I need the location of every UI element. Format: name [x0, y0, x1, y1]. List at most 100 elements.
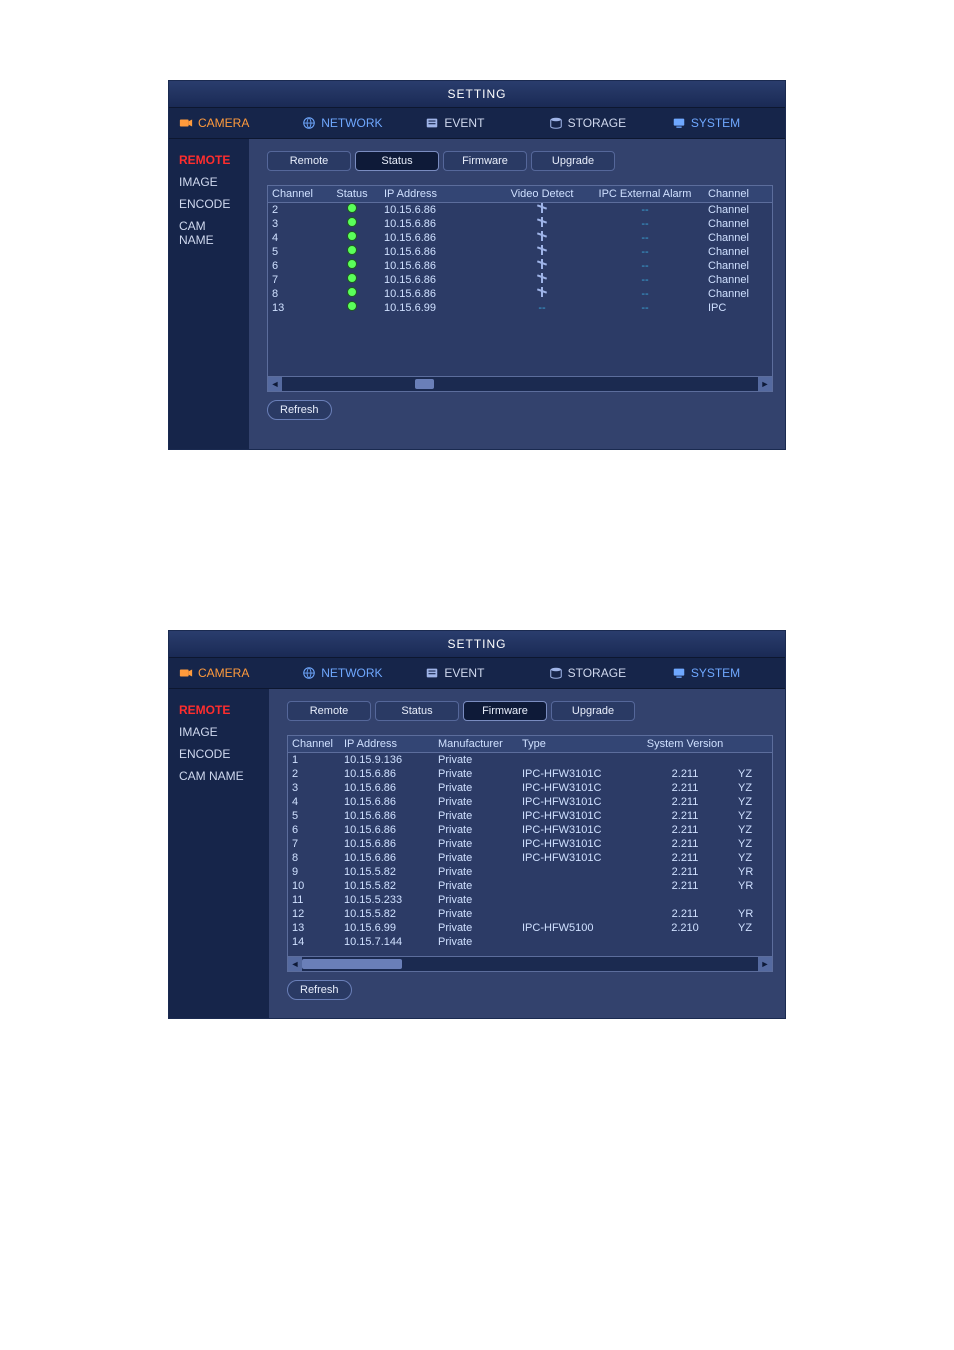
table-row[interactable]: 610.15.6.86--Channel: [268, 259, 772, 273]
subtab-firmware[interactable]: Firmware: [463, 701, 547, 721]
cell-sysver: 2.211: [636, 907, 734, 921]
status-dot-icon: [347, 231, 357, 241]
cell-type: IPC-HFW5100: [518, 921, 636, 935]
cell-ip: 10.15.5.82: [340, 907, 434, 921]
cell-ip: 10.15.6.86: [380, 259, 498, 273]
sidebar-item-image[interactable]: IMAGE: [169, 721, 269, 743]
cell-channel: 4: [268, 231, 324, 245]
cell-type: [518, 865, 636, 879]
subtab-remote[interactable]: Remote: [267, 151, 351, 171]
scroll-right-icon[interactable]: ►: [758, 957, 772, 971]
cell-ip: 10.15.6.86: [340, 851, 434, 865]
status-dot-icon: [347, 217, 357, 227]
table-row[interactable]: 410.15.6.86--Channel: [268, 231, 772, 245]
subtab-status[interactable]: Status: [375, 701, 459, 721]
cell-manufacturer: Private: [434, 893, 518, 907]
cell-channel: 2: [268, 203, 324, 217]
col-ip: IP Address: [340, 736, 434, 752]
table-row[interactable]: 1110.15.5.233Private: [288, 893, 772, 907]
cell-video-detect: [498, 287, 586, 301]
sidebar-item-camname[interactable]: CAM NAME: [169, 215, 249, 251]
sidebar-item-encode[interactable]: ENCODE: [169, 193, 249, 215]
nav-storage[interactable]: STORAGE: [539, 108, 662, 138]
subtab-remote[interactable]: Remote: [287, 701, 371, 721]
scroll-left-icon[interactable]: ◄: [288, 957, 302, 971]
cell-channel: 6: [268, 259, 324, 273]
nav-network[interactable]: NETWORK: [292, 108, 415, 138]
table-row[interactable]: 310.15.6.86PrivateIPC-HFW3101C2.211YZ: [288, 781, 772, 795]
top-nav: CAMERA NETWORK EVENT STORAGE SYSTEM: [169, 658, 785, 689]
cell-manufacturer: Private: [434, 879, 518, 893]
sidebar-item-camname[interactable]: CAM NAME: [169, 765, 269, 787]
subtab-status[interactable]: Status: [355, 151, 439, 171]
cell-status: [324, 287, 380, 301]
table-row[interactable]: 110.15.9.136Private: [288, 753, 772, 767]
refresh-button[interactable]: Refresh: [287, 980, 352, 1000]
cell-manufacturer: Private: [434, 795, 518, 809]
scroll-right-icon[interactable]: ►: [758, 377, 772, 391]
table-row[interactable]: 1210.15.5.82Private2.211YR: [288, 907, 772, 921]
table-row[interactable]: 710.15.6.86--Channel: [268, 273, 772, 287]
cell-channel: 7: [288, 837, 340, 851]
cell-ip: 10.15.6.86: [340, 767, 434, 781]
subtab-upgrade[interactable]: Upgrade: [551, 701, 635, 721]
cell-extra: YZ: [734, 823, 772, 837]
cell-channel: 13: [288, 921, 340, 935]
cell-alarm: --: [586, 301, 704, 315]
cell-channel: 7: [268, 273, 324, 287]
cell-extra: [734, 753, 772, 767]
status-table: Channel Status IP Address Video Detect I…: [267, 185, 773, 392]
subtab-upgrade[interactable]: Upgrade: [531, 151, 615, 171]
table-row[interactable]: 710.15.6.86PrivateIPC-HFW3101C2.211YZ: [288, 837, 772, 851]
table-row[interactable]: 310.15.6.86--Channel: [268, 217, 772, 231]
status-dot-icon: [347, 273, 357, 283]
refresh-button[interactable]: Refresh: [267, 400, 332, 420]
cell-sysver: 2.211: [636, 865, 734, 879]
nav-storage-label: STORAGE: [568, 666, 626, 680]
firmware-hscroll[interactable]: ◄ ►: [288, 956, 772, 971]
cell-name: Channel: [704, 203, 772, 217]
scroll-left-icon[interactable]: ◄: [268, 377, 282, 391]
status-table-header: Channel Status IP Address Video Detect I…: [268, 186, 772, 203]
subtab-firmware[interactable]: Firmware: [443, 151, 527, 171]
cell-ip: 10.15.5.82: [340, 865, 434, 879]
table-row[interactable]: 210.15.6.86--Channel: [268, 203, 772, 217]
table-row[interactable]: 210.15.6.86PrivateIPC-HFW3101C2.211YZ: [288, 767, 772, 781]
nav-camera[interactable]: CAMERA: [169, 108, 292, 138]
nav-storage[interactable]: STORAGE: [539, 658, 662, 688]
cell-alarm: --: [586, 217, 704, 231]
sidebar-item-encode[interactable]: ENCODE: [169, 743, 269, 765]
nav-camera[interactable]: CAMERA: [169, 658, 292, 688]
nav-event[interactable]: EVENT: [415, 658, 538, 688]
cell-channel: 9: [288, 865, 340, 879]
table-row[interactable]: 510.15.6.86PrivateIPC-HFW3101C2.211YZ: [288, 809, 772, 823]
cell-channel: 3: [268, 217, 324, 231]
table-row[interactable]: 510.15.6.86--Channel: [268, 245, 772, 259]
sidebar-item-image[interactable]: IMAGE: [169, 171, 249, 193]
table-row[interactable]: 1310.15.6.99----IPC: [268, 301, 772, 315]
table-row[interactable]: 810.15.6.86PrivateIPC-HFW3101C2.211YZ: [288, 851, 772, 865]
cell-channel: 8: [268, 287, 324, 301]
sidebar-item-remote[interactable]: REMOTE: [169, 699, 269, 721]
scroll-thumb[interactable]: [415, 379, 434, 389]
table-row[interactable]: 810.15.6.86--Channel: [268, 287, 772, 301]
scroll-thumb[interactable]: [302, 959, 402, 969]
cell-ip: 10.15.7.144: [340, 935, 434, 949]
sidebar-item-remote[interactable]: REMOTE: [169, 149, 249, 171]
system-icon: [672, 666, 686, 680]
table-row[interactable]: 1010.15.5.82Private2.211YR: [288, 879, 772, 893]
status-hscroll[interactable]: ◄ ►: [268, 376, 772, 391]
table-row[interactable]: 610.15.6.86PrivateIPC-HFW3101C2.211YZ: [288, 823, 772, 837]
nav-network[interactable]: NETWORK: [292, 658, 415, 688]
table-row[interactable]: 410.15.6.86PrivateIPC-HFW3101C2.211YZ: [288, 795, 772, 809]
nav-system[interactable]: SYSTEM: [662, 108, 785, 138]
cell-manufacturer: Private: [434, 851, 518, 865]
table-row[interactable]: 910.15.5.82Private2.211YR: [288, 865, 772, 879]
cell-type: IPC-HFW3101C: [518, 823, 636, 837]
nav-system[interactable]: SYSTEM: [662, 658, 785, 688]
table-row[interactable]: 1410.15.7.144Private: [288, 935, 772, 949]
col-manufacturer: Manufacturer: [434, 736, 518, 752]
nav-event[interactable]: EVENT: [415, 108, 538, 138]
cell-sysver: 2.211: [636, 837, 734, 851]
table-row[interactable]: 1310.15.6.99PrivateIPC-HFW51002.210YZ: [288, 921, 772, 935]
